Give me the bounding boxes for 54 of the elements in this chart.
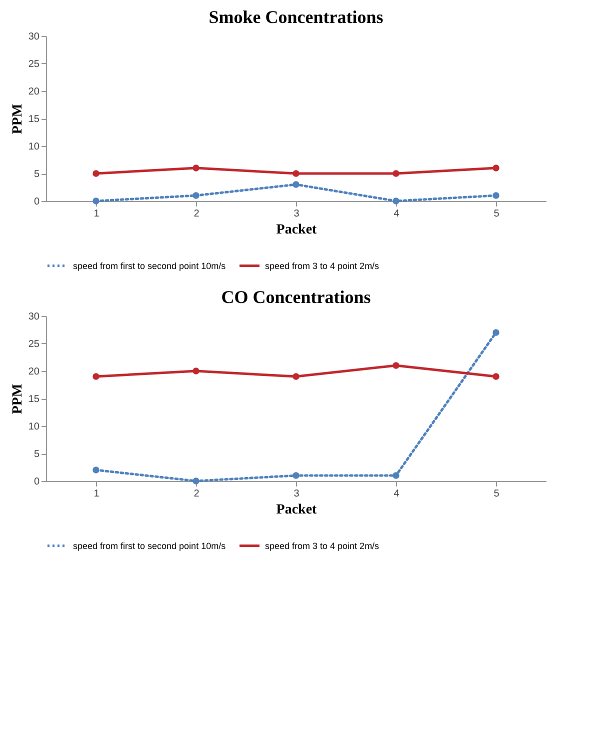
point <box>192 368 200 374</box>
x-tick-label: 3 <box>294 208 300 220</box>
x-axis-title: Packet <box>276 222 318 238</box>
x-tick-label: 4 <box>394 208 400 220</box>
x-tick-label: 5 <box>494 208 500 220</box>
x-tick-label: 2 <box>194 208 200 220</box>
y-axis-title: PPM <box>10 104 26 134</box>
legend-label: speed from 3 to 4 point 2m/s <box>265 540 380 551</box>
point <box>292 373 300 380</box>
point <box>192 164 200 172</box>
point <box>392 472 400 479</box>
x-tick-label: 1 <box>94 208 100 220</box>
point <box>492 329 500 336</box>
point <box>392 198 400 204</box>
point <box>392 362 400 369</box>
point <box>292 170 300 177</box>
y-tick-label: 30 <box>28 312 40 322</box>
y-tick-label: 20 <box>28 366 40 378</box>
y-axis-title: PPM <box>10 384 26 414</box>
y-tick-label: 10 <box>28 422 40 432</box>
x-axis-title: Packet <box>276 502 318 518</box>
legend-label: speed from first to second point 10m/s <box>73 540 226 551</box>
point <box>292 472 300 479</box>
point <box>492 192 500 199</box>
y-tick-label: 25 <box>28 339 40 350</box>
point <box>292 181 300 188</box>
x-tick-label: 5 <box>494 488 500 500</box>
y-tick-label: 5 <box>34 449 40 460</box>
y-tick-label: 25 <box>28 59 40 70</box>
y-tick-label: 15 <box>28 394 40 405</box>
y-tick-label: 10 <box>28 142 40 152</box>
legend-label: speed from 3 to 4 point 2m/s <box>265 260 380 271</box>
y-tick-label: 30 <box>28 32 40 42</box>
x-tick-label: 4 <box>394 488 400 500</box>
x-tick-label: 2 <box>194 488 200 500</box>
point <box>492 373 500 380</box>
point <box>92 170 100 177</box>
y-tick-label: 0 <box>34 196 40 208</box>
y-tick-label: 15 <box>28 114 40 125</box>
point <box>92 198 100 204</box>
x-tick-label: 3 <box>294 488 300 500</box>
legend-label: speed from first to second point 10m/s <box>73 260 226 271</box>
chart-title: Smoke Concentrations <box>208 7 384 27</box>
chart-title: CO Concentrations <box>221 287 371 307</box>
x-tick-label: 1 <box>94 488 100 500</box>
point <box>92 466 100 474</box>
point <box>192 478 200 484</box>
point <box>492 164 500 172</box>
point <box>192 192 200 199</box>
y-tick-label: 0 <box>34 476 40 488</box>
y-tick-label: 20 <box>28 86 40 98</box>
point <box>92 373 100 380</box>
point <box>392 170 400 177</box>
y-tick-label: 5 <box>34 169 40 180</box>
